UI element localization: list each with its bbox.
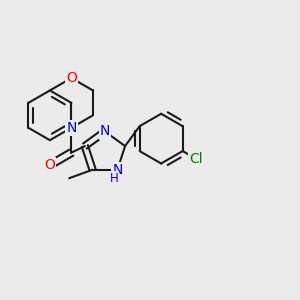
Text: Cl: Cl [189, 152, 202, 166]
Text: O: O [66, 71, 77, 85]
Text: N: N [112, 163, 123, 177]
Text: N: N [66, 121, 76, 135]
Text: N: N [100, 124, 110, 139]
Text: H: H [110, 172, 118, 185]
Text: O: O [44, 158, 55, 172]
